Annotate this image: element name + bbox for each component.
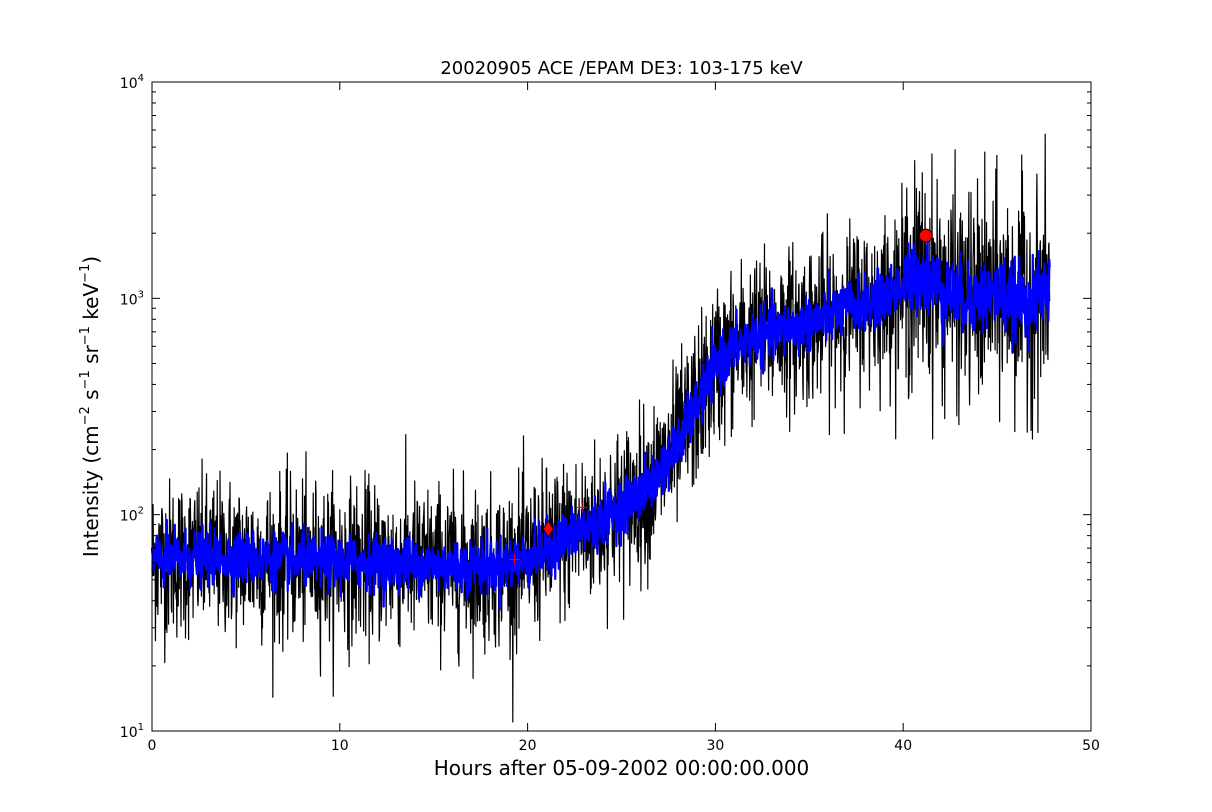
x-tick-label: 10 [331,738,349,754]
y-axis-title-superscript: −1 [78,264,93,283]
y-axis-title-part: ) [79,256,103,264]
y-axis-title-superscript: −1 [78,326,93,345]
y-axis-title-part: s [79,389,103,406]
y-tick-exponent: 2 [138,506,144,517]
y-tick-base: 10 [120,292,138,308]
event-marker-plus [577,502,588,513]
y-tick-label: 103 [120,289,144,308]
x-tick-label: 40 [894,738,912,754]
series-layer [150,133,1051,723]
chart-title: 20020905 ACE /EPAM DE3: 103-175 keV [440,58,803,79]
y-tick-exponent: 3 [138,289,144,300]
y-tick-base: 10 [120,725,138,741]
y-axis-title-part: keV [79,283,103,327]
y-tick-label: 104 [120,73,144,92]
y-axis-title-superscript: −2 [78,406,93,425]
y-tick-base: 10 [120,76,138,92]
y-axis-title-superscript: −1 [78,370,93,389]
y-axis-title: Intensity (cm−2 s−1 sr−1 keV−1) [78,256,103,557]
x-axis-title: Hours after 05-09-2002 00:00:00.000 [434,756,810,780]
x-tick-label: 30 [706,738,724,754]
marker-layer [509,228,933,565]
y-tick-exponent: 4 [138,73,144,84]
y-axis-title-part: Intensity (cm [79,425,103,557]
x-tick-label: 20 [519,738,537,754]
y-tick-label: 102 [120,506,144,525]
y-tick-base: 10 [120,509,138,525]
y-tick-exponent: 1 [138,722,144,733]
x-tick-label: 50 [1082,738,1100,754]
smoothed-intensity-line [150,237,1051,611]
event-marker-circle [918,228,933,243]
plot-frame [151,81,1092,732]
y-axis-title-part: sr [79,344,103,370]
y-tick-label: 101 [120,722,144,741]
event-marker-plus [509,554,520,565]
x-tick-label: 0 [148,738,157,754]
event-marker-diamond [542,520,554,538]
